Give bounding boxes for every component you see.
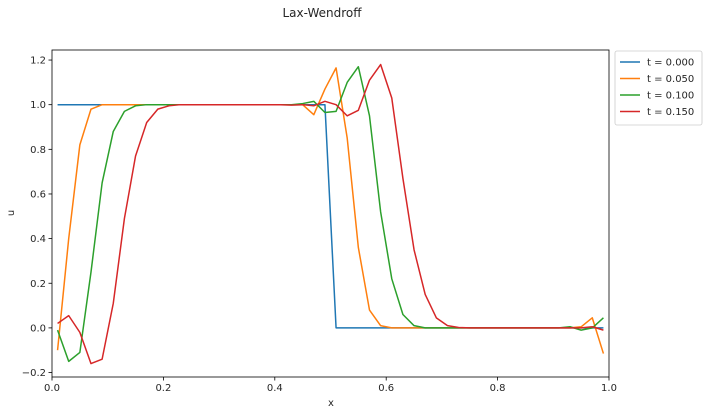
- y-tick-label: 0.4: [30, 234, 46, 245]
- x-tick-label: 0.0: [44, 383, 60, 394]
- y-tick-label: 1.2: [30, 56, 46, 67]
- plot-layer: [58, 65, 604, 364]
- y-tick-label: 0.6: [30, 189, 46, 200]
- x-axis: 0.0 0.2 0.4 0.6 0.8 1.0: [44, 377, 617, 394]
- y-tick-label: −0.2: [22, 368, 46, 379]
- legend-label-3: t = 0.150: [647, 107, 694, 118]
- legend: t = 0.000 t = 0.050 t = 0.100 t = 0.150: [615, 51, 702, 125]
- legend-label-2: t = 0.100: [647, 91, 694, 102]
- legend-label-0: t = 0.000: [647, 58, 694, 69]
- x-tick-label: 0.6: [378, 383, 394, 394]
- y-tick-label: 0.8: [30, 145, 46, 156]
- y-tick-label: 0.2: [30, 279, 46, 290]
- x-tick-label: 1.0: [601, 383, 617, 394]
- series-line-0: [58, 105, 604, 328]
- y-tick-label: 0.0: [30, 323, 46, 334]
- y-tick-label: 1.0: [30, 100, 46, 111]
- legend-label-1: t = 0.050: [647, 74, 694, 85]
- x-tick-label: 0.8: [490, 383, 506, 394]
- y-axis-label: u: [6, 210, 17, 216]
- chart-title: Lax-Wendroff: [282, 6, 362, 20]
- x-tick-label: 0.2: [155, 383, 171, 394]
- x-tick-label: 0.4: [267, 383, 283, 394]
- y-axis: −0.2 0.0 0.2 0.4 0.6 0.8 1.0 1.2: [22, 56, 52, 379]
- x-axis-label: x: [328, 398, 334, 409]
